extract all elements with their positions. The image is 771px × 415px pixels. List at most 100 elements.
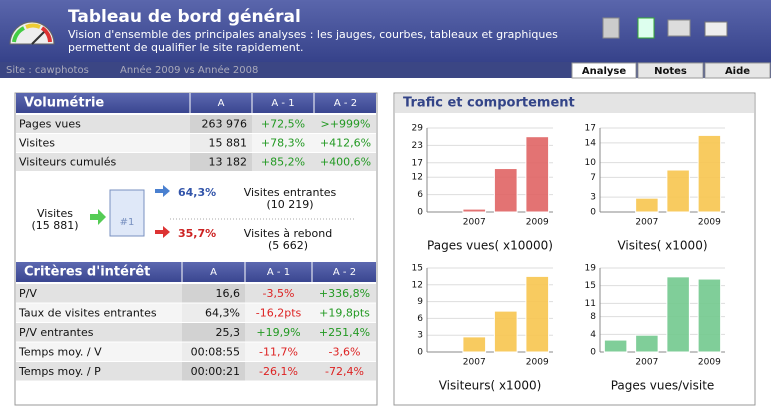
row-label: P/V bbox=[19, 287, 37, 300]
table-header bbox=[16, 93, 376, 113]
chart-title: Pages vues( x10000) bbox=[427, 239, 553, 253]
x-tick-label: 2007 bbox=[635, 358, 658, 368]
cell: -3,6% bbox=[329, 345, 361, 358]
tab[interactable] bbox=[704, 62, 771, 79]
bar bbox=[697, 134, 722, 213]
y-tick-label: 11 bbox=[585, 299, 596, 309]
tab[interactable] bbox=[637, 62, 704, 79]
row-label: Visiteurs cumulés bbox=[19, 156, 116, 169]
flow-label: Visites entrantes bbox=[244, 186, 337, 199]
cell: -11,7% bbox=[259, 345, 298, 358]
cell: -26,1% bbox=[259, 365, 298, 378]
y-tick-label: 9 bbox=[417, 297, 423, 307]
cell: >+999% bbox=[321, 118, 371, 131]
panel-title: Trafic et comportement bbox=[403, 96, 575, 111]
x-tick-label: 2009 bbox=[698, 358, 721, 368]
y-tick-label: 3 bbox=[417, 331, 423, 341]
cell: +336,8% bbox=[319, 287, 370, 300]
chart-title: Visites( x1000) bbox=[617, 239, 707, 253]
y-tick-label: 6 bbox=[417, 190, 423, 200]
bar bbox=[635, 197, 659, 213]
flow-label: Visites à rebond bbox=[244, 227, 332, 240]
cell: -3,5% bbox=[263, 287, 295, 300]
flow-label: Visites bbox=[37, 207, 73, 220]
cell-bg bbox=[182, 362, 245, 381]
y-tick-label: 15 bbox=[585, 281, 596, 291]
toolbar-icons[interactable] bbox=[602, 17, 728, 39]
title: Tableau de bord général bbox=[68, 7, 301, 27]
column-header: A bbox=[218, 98, 225, 109]
cell: -16,2pts bbox=[256, 306, 302, 319]
chart-title: Pages vues/visite bbox=[611, 379, 715, 393]
bar bbox=[493, 168, 518, 213]
cell-bg bbox=[182, 342, 245, 361]
tab-label[interactable]: Aide bbox=[725, 66, 750, 77]
cell-bg bbox=[190, 115, 252, 133]
tab[interactable] bbox=[571, 62, 637, 79]
x-tick-label: 2007 bbox=[463, 218, 486, 228]
row-label: Temps moy. / V bbox=[18, 345, 102, 358]
cell: 16,6 bbox=[216, 287, 241, 300]
bar bbox=[635, 334, 659, 353]
x-tick-label: 2009 bbox=[526, 218, 549, 228]
cell-bg bbox=[182, 303, 245, 322]
cell: +251,4% bbox=[319, 326, 370, 339]
y-tick-label: 0 bbox=[590, 348, 596, 358]
cell-bg bbox=[182, 323, 245, 342]
bar bbox=[603, 339, 628, 353]
row-label: Taux de visites entrantes bbox=[18, 306, 157, 319]
cell: +19,9% bbox=[256, 326, 300, 339]
cell-bg bbox=[190, 153, 252, 171]
y-tick-label: 6 bbox=[417, 314, 423, 324]
svg-text:#1: #1 bbox=[120, 217, 135, 228]
table-title: Critères d'intérêt bbox=[24, 265, 150, 280]
bar bbox=[462, 336, 487, 353]
cell: +78,3% bbox=[261, 137, 305, 150]
x-tick-label: 2007 bbox=[463, 358, 486, 368]
x-tick-label: 2009 bbox=[698, 218, 721, 228]
cell: 00:00:21 bbox=[191, 365, 240, 378]
y-tick-label: 3 bbox=[590, 193, 596, 203]
tab-label[interactable]: Notes bbox=[654, 66, 687, 77]
y-tick-label: 14 bbox=[585, 138, 597, 148]
flow-pct: 35,7% bbox=[178, 227, 216, 240]
cell: +19,8pts bbox=[319, 306, 370, 319]
y-tick-label: 0 bbox=[590, 208, 596, 218]
y-tick-label: 12 bbox=[412, 280, 423, 290]
row-label: Temps moy. / P bbox=[18, 365, 101, 378]
row-label: Pages vues bbox=[19, 118, 81, 131]
bar bbox=[525, 136, 550, 213]
subtitle: Vision d'ensemble des principales analys… bbox=[68, 28, 558, 41]
bar bbox=[462, 208, 487, 213]
flow-value: (5 662) bbox=[268, 239, 308, 252]
cell: 13 182 bbox=[209, 156, 248, 169]
y-tick-label: 10 bbox=[585, 158, 597, 168]
gauge-icon bbox=[9, 21, 55, 45]
row-label: P/V entrantes bbox=[19, 326, 94, 339]
y-tick-label: 0 bbox=[417, 208, 423, 218]
flow-value: (10 219) bbox=[266, 198, 313, 211]
y-tick-label: 8 bbox=[590, 312, 596, 322]
y-tick-label: 7 bbox=[590, 173, 596, 183]
y-tick-label: 29 bbox=[412, 124, 424, 134]
y-tick-label: 0 bbox=[417, 348, 423, 358]
column-header: A - 1 bbox=[271, 98, 294, 109]
x-tick-label: 2007 bbox=[635, 218, 658, 228]
y-tick-label: 17 bbox=[585, 124, 596, 134]
column-header: A - 2 bbox=[333, 267, 356, 278]
x-tick-label: 2009 bbox=[526, 358, 549, 368]
column-header: A - 1 bbox=[267, 267, 290, 278]
y-tick-label: 19 bbox=[585, 264, 597, 274]
cell: 64,3% bbox=[205, 306, 240, 319]
column-header: A - 2 bbox=[334, 98, 357, 109]
cell: 263 976 bbox=[202, 118, 248, 131]
table-header bbox=[16, 262, 376, 282]
cell: 00:08:55 bbox=[191, 345, 240, 358]
flow-diagram: #1 bbox=[90, 185, 356, 238]
cell: -72,4% bbox=[325, 365, 364, 378]
tab-label[interactable]: Analyse bbox=[582, 66, 627, 77]
bar bbox=[666, 169, 690, 213]
panel-header bbox=[395, 94, 754, 113]
y-tick-label: 4 bbox=[590, 330, 596, 340]
